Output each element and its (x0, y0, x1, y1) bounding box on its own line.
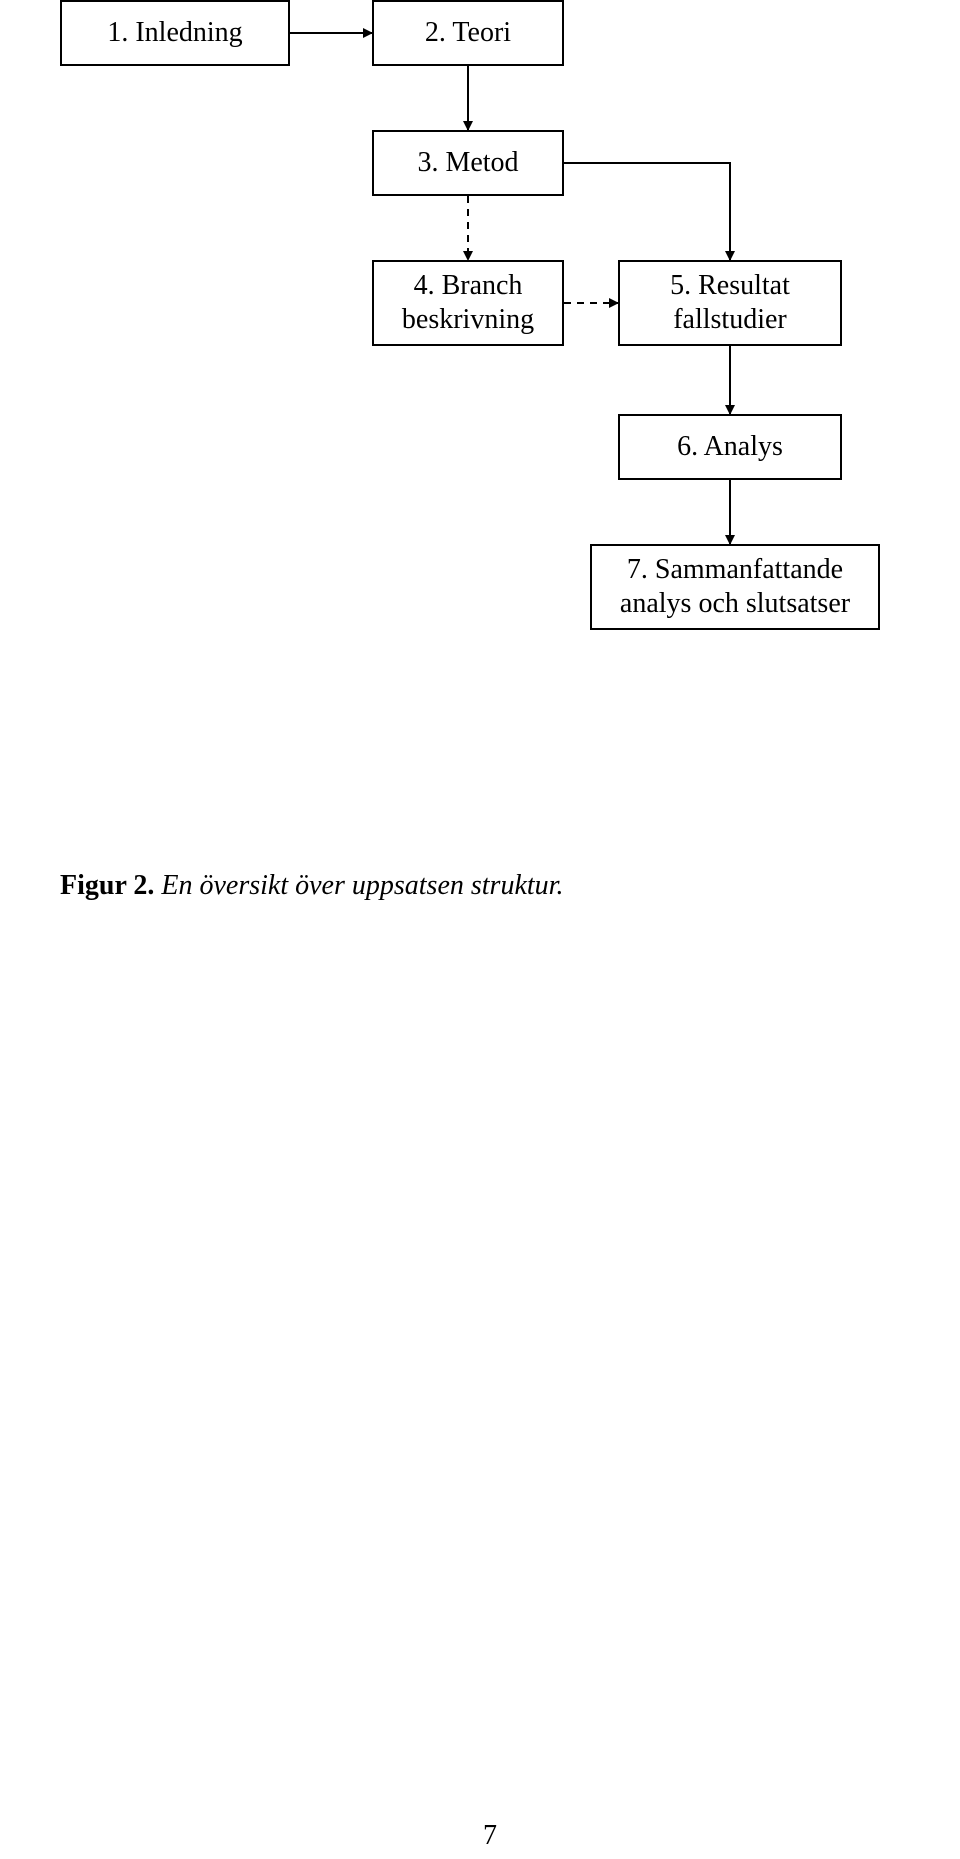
flowchart-node-n5: 5. Resultatfallstudier (618, 260, 842, 346)
caption-bold: Figur 2. (60, 870, 154, 901)
flowchart-node-n4: 4. Branchbeskrivning (372, 260, 564, 346)
page-number: 7 (483, 1820, 497, 1852)
caption-italic: En översikt över uppsatsen struktur. (154, 870, 563, 901)
flowchart-node-n6: 6. Analys (618, 414, 842, 480)
flowchart-node-n2: 2. Teori (372, 0, 564, 66)
flowchart-node-n7: 7. Sammanfattandeanalys och slutsatser (590, 544, 880, 630)
flowchart-node-n1: 1. Inledning (60, 0, 290, 66)
figure-caption: Figur 2. En översikt över uppsatsen stru… (60, 870, 563, 902)
flowchart-edge-e35 (564, 163, 730, 260)
flowchart-node-n3: 3. Metod (372, 130, 564, 196)
